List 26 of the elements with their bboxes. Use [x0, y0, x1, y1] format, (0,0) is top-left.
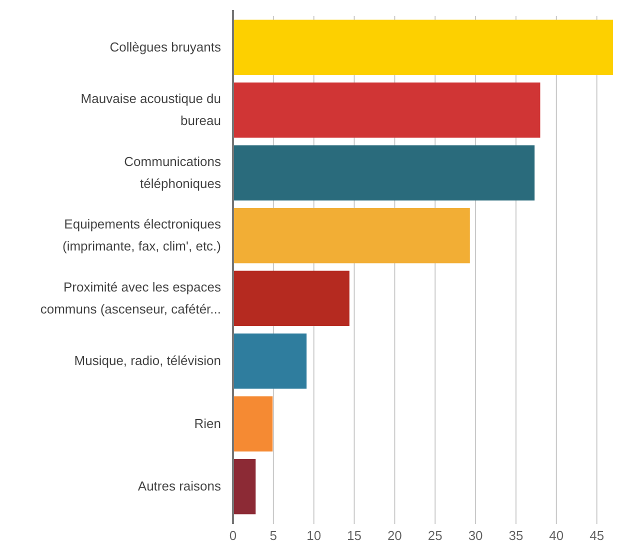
bar	[233, 145, 535, 200]
bar	[233, 82, 540, 138]
bar	[233, 270, 350, 326]
x-tick-label: 15	[347, 528, 362, 543]
x-tick-label: 45	[590, 528, 604, 543]
y-tick-label: Mauvaise acoustique du bureau	[80, 91, 221, 128]
x-tick-label: 10	[306, 528, 322, 543]
y-tick-label: Equipements électroniques (imprimante, fax, clim', etc.)	[62, 216, 222, 254]
x-tick-label: 35	[508, 528, 524, 543]
bar	[233, 334, 307, 389]
bar	[233, 396, 273, 452]
y-tick-label: Musique, radio, télévision	[74, 353, 221, 368]
y-tick-label: Proximité avec les espaces communs (ascenseur, cafétér...	[40, 279, 222, 316]
y-tick-label: Communications téléphoniques	[124, 154, 222, 191]
x-tick-label: 40	[549, 528, 564, 543]
x-tick-label: 25	[428, 528, 442, 543]
x-tick-label: 20	[387, 528, 402, 543]
x-tick-label: 30	[468, 528, 483, 543]
y-tick-label: Collègues bruyants	[110, 39, 222, 54]
x-tick-label: 0	[229, 528, 237, 543]
x-tick-label: 5	[270, 528, 278, 543]
bar	[233, 20, 613, 75]
y-tick-label: Autres raisons	[138, 478, 222, 494]
y-tick-label: Rien	[194, 416, 221, 431]
bar	[233, 459, 256, 514]
bar	[233, 208, 470, 264]
